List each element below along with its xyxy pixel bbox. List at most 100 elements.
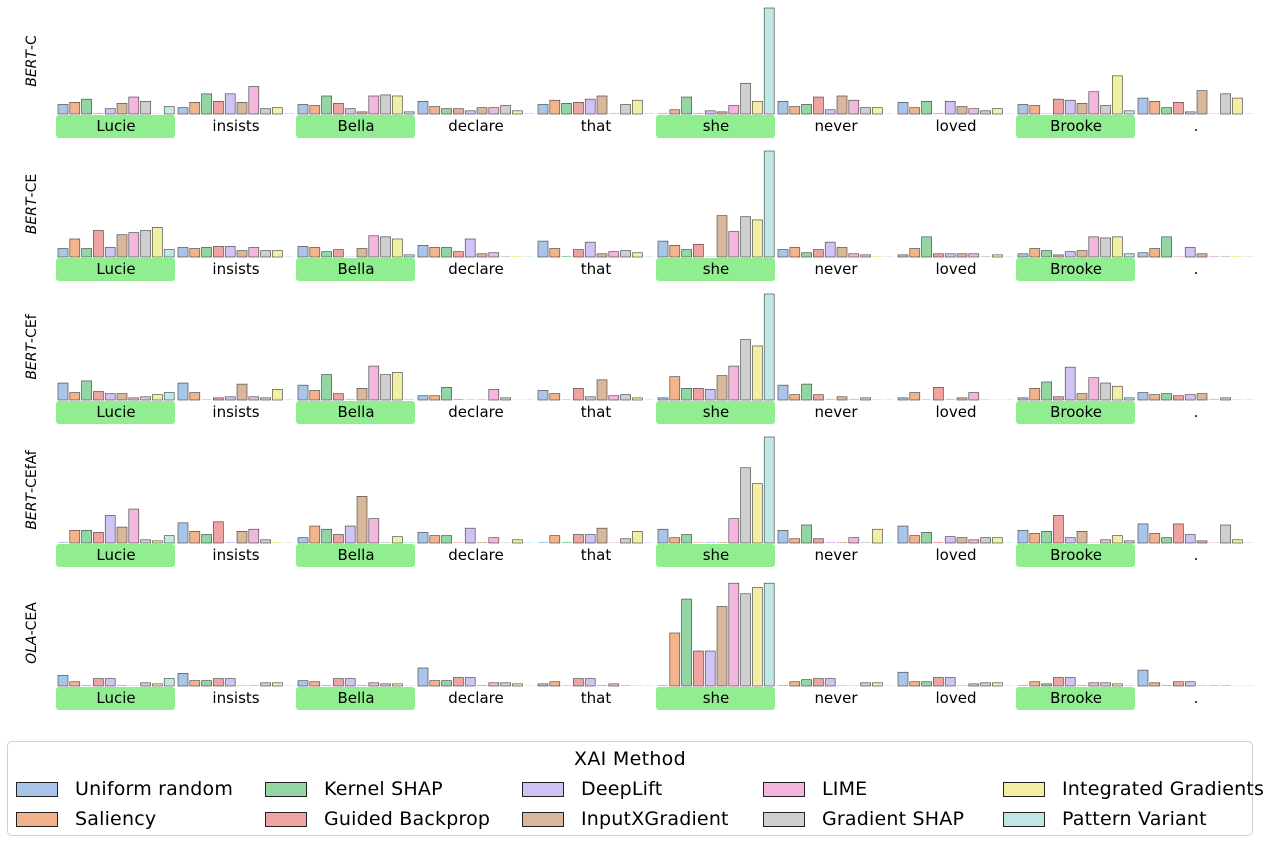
token-label: that: [581, 117, 612, 135]
bar: [825, 398, 836, 400]
bar: [860, 254, 871, 258]
legend-label: Integrated Gradients: [1062, 778, 1265, 800]
token-highlight: [1016, 258, 1135, 281]
bar: [681, 388, 692, 401]
bar: [681, 598, 692, 687]
bar: [1041, 250, 1052, 258]
bar: [777, 100, 789, 115]
bar: [297, 104, 309, 115]
bar: [740, 216, 751, 258]
bar: [584, 534, 596, 544]
bar: [1018, 684, 1028, 686]
bar: [596, 379, 608, 401]
bar: [333, 678, 344, 687]
bar: [945, 398, 956, 400]
token-highlight: [56, 687, 175, 710]
bar: [441, 108, 452, 115]
bar: [608, 683, 620, 687]
token-label: loved: [936, 260, 977, 278]
bar: [1100, 105, 1111, 115]
bar: [368, 95, 380, 115]
legend-item: Saliency: [16, 808, 156, 830]
bar: [860, 541, 871, 543]
bar: [632, 397, 643, 401]
bar: [584, 678, 596, 687]
bar: [488, 537, 500, 544]
bar: [81, 248, 92, 258]
bar: [213, 678, 224, 687]
bar: [404, 685, 415, 686]
bar: [403, 254, 415, 258]
bar: [237, 685, 247, 686]
bar: [93, 678, 104, 687]
bar: [1208, 542, 1219, 543]
model-label: BERT-C: [24, 35, 40, 87]
bar: [716, 606, 728, 687]
bar: [669, 537, 681, 544]
bar: [429, 247, 441, 258]
bar: [500, 105, 511, 115]
bar: [1208, 113, 1219, 114]
bar: [801, 104, 812, 115]
bar: [992, 108, 1003, 115]
bar: [658, 684, 668, 686]
bar: [909, 248, 921, 258]
legend-swatch: [522, 781, 564, 797]
bar: [620, 104, 631, 115]
bar: [632, 99, 643, 115]
bar: [992, 537, 1003, 544]
legend-item: Guided Backprop: [265, 808, 490, 830]
bar: [260, 539, 271, 544]
model-label-italic: BERT: [24, 196, 40, 234]
bar: [152, 540, 163, 544]
bar: [848, 685, 859, 686]
bar: [740, 467, 751, 544]
bar: [344, 108, 356, 115]
bar: [1029, 388, 1041, 401]
bar: [69, 392, 81, 401]
bar: [1088, 682, 1100, 687]
bar: [58, 541, 68, 543]
bar: [1004, 685, 1015, 686]
model-label-suffix: -C: [24, 35, 40, 50]
token-label: declare: [448, 117, 503, 135]
legend-item: InputXGradient: [522, 808, 729, 830]
bar: [309, 681, 321, 687]
bar: [344, 525, 356, 544]
bar: [189, 102, 201, 115]
bar: [1137, 252, 1149, 258]
bar: [512, 255, 523, 257]
bar: [763, 150, 775, 258]
bar: [500, 255, 511, 257]
token-label: never: [814, 260, 858, 278]
bar: [500, 682, 511, 687]
token-highlight: [296, 401, 415, 424]
model-label-suffix: -CE: [24, 174, 40, 198]
bar: [573, 102, 584, 115]
bar: [116, 393, 128, 401]
bar: [740, 593, 751, 687]
bar: [1017, 253, 1029, 258]
token-label: Brooke: [1050, 689, 1102, 707]
token-label: .: [1194, 403, 1199, 421]
bar: [392, 683, 403, 687]
bar: [392, 95, 403, 115]
bar: [1137, 97, 1149, 115]
model-label: BERT-CEfAf: [24, 449, 40, 529]
bar: [980, 399, 991, 400]
bar: [57, 104, 69, 115]
bar: [968, 539, 980, 544]
legend-label: Uniform random: [75, 778, 234, 800]
token-label: loved: [936, 117, 977, 135]
model-label: OLA-CEA: [24, 602, 40, 664]
bar: [801, 679, 812, 687]
bar: [584, 241, 596, 258]
bar: [177, 247, 189, 258]
bar: [1244, 399, 1255, 400]
bar: [608, 542, 619, 543]
bar: [608, 395, 620, 401]
bar: [213, 521, 224, 544]
bar: [321, 374, 332, 401]
token-highlight: [56, 258, 175, 281]
